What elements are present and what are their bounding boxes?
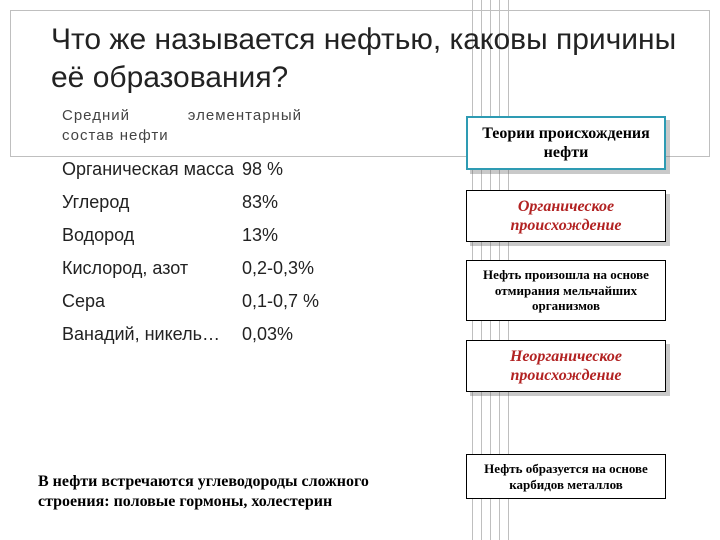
table-row: Сера 0,1-0,7 % bbox=[62, 291, 412, 312]
comp-value: 0,03% bbox=[242, 324, 332, 345]
table-row: Кислород, азот 0,2-0,3% bbox=[62, 258, 412, 279]
comp-value: 0,1-0,7 % bbox=[242, 291, 332, 312]
comp-value: 13% bbox=[242, 225, 332, 246]
table-row: Органическая масса 98 % bbox=[62, 159, 412, 180]
table-row: Ванадий, никель… 0,03% bbox=[62, 324, 412, 345]
comp-label: Углерод bbox=[62, 192, 242, 213]
table-row: Углерод 83% bbox=[62, 192, 412, 213]
comp-label: Ванадий, никель… bbox=[62, 324, 242, 345]
comp-value: 98 % bbox=[242, 159, 332, 180]
comp-label: Органическая масса bbox=[62, 159, 242, 180]
comp-label: Водород bbox=[62, 225, 242, 246]
footnote: В нефти встречаются углеводороды сложног… bbox=[38, 472, 438, 512]
box-inorganic-desc-label: Нефть образуется на основе карбидов мета… bbox=[484, 461, 648, 492]
comp-value: 83% bbox=[242, 192, 332, 213]
box-inorganic-desc: Нефть образуется на основе карбидов мета… bbox=[466, 454, 666, 499]
box-inorganic-label: Неорганическое происхождение bbox=[510, 348, 622, 384]
table-row: Водород 13% bbox=[62, 225, 412, 246]
box-organic: Органическое происхождение bbox=[466, 190, 666, 242]
box-organic-desc-label: Нефть произошла на основе отмирания мель… bbox=[483, 267, 649, 313]
box-organic-desc: Нефть произошла на основе отмирания мель… bbox=[466, 260, 666, 321]
comp-label: Кислород, азот bbox=[62, 258, 242, 279]
box-theory-label: Теории происхождения нефти bbox=[482, 125, 650, 161]
box-organic-label: Органическое происхождение bbox=[510, 198, 621, 234]
comp-value: 0,2-0,3% bbox=[242, 258, 332, 279]
page-title: Что же называется нефтью, каковы причины… bbox=[21, 21, 699, 96]
comp-label: Сера bbox=[62, 291, 242, 312]
box-theory: Теории происхождения нефти bbox=[466, 116, 666, 170]
composition-header: Средний элементарный состав нефти bbox=[62, 106, 302, 145]
box-inorganic: Неорганическое происхождение bbox=[466, 340, 666, 392]
composition-table: Средний элементарный состав нефти Органи… bbox=[62, 106, 412, 357]
